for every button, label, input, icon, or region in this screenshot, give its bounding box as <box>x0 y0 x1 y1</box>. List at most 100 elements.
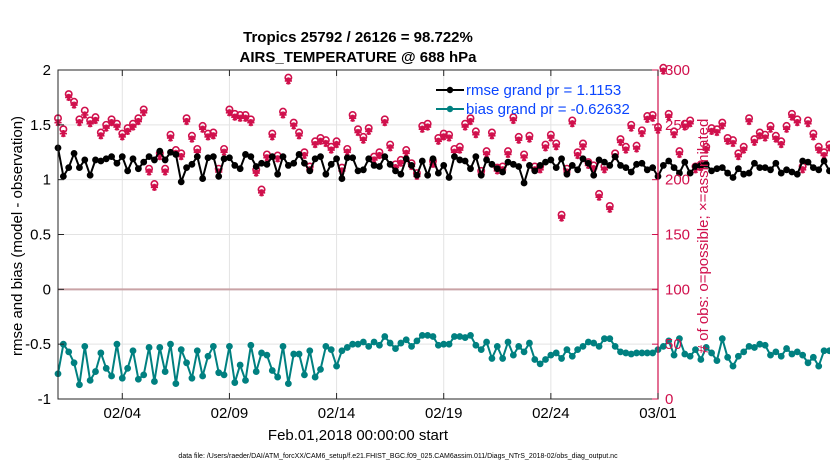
bias-point <box>493 342 501 350</box>
rmse-point <box>649 164 657 172</box>
rmse-point <box>477 171 485 179</box>
x-tick-label: 02/04 <box>104 405 142 422</box>
rmse-point <box>215 172 223 180</box>
obs-possible-marker <box>445 130 454 139</box>
legend: rmse grand pr = 1.1153 bias grand pr = -0… <box>436 82 630 118</box>
bias-point <box>751 344 758 351</box>
rmse-point <box>793 170 801 178</box>
bias-point <box>118 374 126 382</box>
obs-possible-marker <box>64 90 73 99</box>
rmse-point <box>392 167 399 175</box>
obs-possible-marker <box>220 144 229 153</box>
obs-possible-marker <box>605 201 614 210</box>
obs-possible-marker <box>284 73 293 82</box>
rmse-point <box>451 153 458 161</box>
bias-point <box>552 349 560 357</box>
rmse-point <box>279 153 287 161</box>
y2-axis-label: # of obs: o=possible; ×=assimilated <box>695 119 712 354</box>
bias-point <box>611 342 619 350</box>
bias-point <box>301 371 308 379</box>
rmse-point <box>92 156 99 164</box>
obs-possible-marker <box>793 115 802 124</box>
bias-point <box>359 338 367 346</box>
bias-point <box>252 368 260 375</box>
rmse-point <box>86 171 94 179</box>
bias-point <box>306 347 314 355</box>
rmse-point <box>826 167 830 175</box>
y-tick-label: 2 <box>43 62 51 79</box>
bias-point <box>488 355 496 362</box>
bias-point <box>408 342 415 350</box>
rmse-point <box>402 155 410 163</box>
rmse-point <box>322 170 330 178</box>
bias-point <box>274 373 282 381</box>
rmse-point <box>558 155 565 163</box>
obs-possible-marker <box>112 119 121 128</box>
rmse-point <box>815 166 823 174</box>
obs-possible-marker <box>295 128 304 137</box>
obs-possible-marker <box>803 116 812 125</box>
bias-point <box>670 351 678 359</box>
rmse-point <box>386 160 394 168</box>
y-tick-label: -0.5 <box>25 336 51 353</box>
rmse-point <box>724 169 732 177</box>
x-axis-label: Feb.01,2018 00:00:00 start <box>268 427 449 444</box>
obs-possible-marker <box>225 105 234 114</box>
y-tick-label: -1 <box>38 391 51 408</box>
bias-point <box>815 362 823 370</box>
rmse-point <box>499 168 507 176</box>
bias-point <box>134 375 142 383</box>
obs-possible-marker <box>423 119 432 128</box>
y-tick-label: 0.5 <box>30 227 51 244</box>
rmse-point <box>633 160 640 168</box>
bias-point <box>327 346 335 354</box>
bias-point <box>97 349 105 357</box>
obs-possible-marker <box>353 125 362 134</box>
rmse-point <box>327 160 335 168</box>
obs-possible-marker <box>375 148 384 157</box>
rmse-point <box>601 158 608 166</box>
obs-possible-marker <box>686 116 695 125</box>
obs-possible-marker <box>466 114 475 123</box>
obs-possible-marker <box>718 118 727 127</box>
rmse-point <box>488 160 496 168</box>
obs-possible-marker <box>129 119 138 128</box>
rmse-point <box>263 160 271 168</box>
obs-possible-marker <box>107 115 116 124</box>
rmse-point <box>220 155 228 163</box>
rmse-point <box>290 159 298 167</box>
rmse-point <box>440 162 448 169</box>
rmse-point <box>70 149 78 157</box>
obs-possible-marker <box>193 144 202 153</box>
data-file-footer: data file: /Users/raeder/DAI/ATM_forcXX/… <box>178 453 618 460</box>
obs-possible-marker <box>380 115 389 124</box>
rmse-point <box>606 162 614 169</box>
rmse-point <box>258 159 265 167</box>
obs-possible-marker <box>643 112 652 121</box>
obs-possible-marker <box>209 128 218 137</box>
legend-marker-bias <box>446 105 454 113</box>
obs-possible-marker <box>118 129 127 138</box>
rmse-point <box>209 153 217 161</box>
rmse-point <box>729 174 737 181</box>
rmse-point <box>767 166 774 174</box>
rmse-point <box>526 162 533 169</box>
obs-possible-marker <box>439 129 448 138</box>
bias-point <box>322 342 330 350</box>
bias-point <box>317 365 324 373</box>
bias-point <box>697 356 705 363</box>
obs-possible-marker <box>627 120 636 129</box>
rmse-point <box>777 169 785 177</box>
obs-possible-marker <box>75 115 84 124</box>
obs-possible-marker <box>145 164 154 173</box>
bias-point <box>413 337 421 345</box>
rmse-point <box>413 171 421 179</box>
obs-possible-marker <box>487 128 496 137</box>
bias-point <box>397 339 405 347</box>
obs-possible-marker <box>771 131 780 140</box>
obs-possible-marker <box>123 124 132 133</box>
bias-point <box>220 371 228 379</box>
x-tick-label: 02/14 <box>318 405 356 422</box>
bias-point <box>338 347 346 355</box>
bias-point <box>140 371 148 379</box>
